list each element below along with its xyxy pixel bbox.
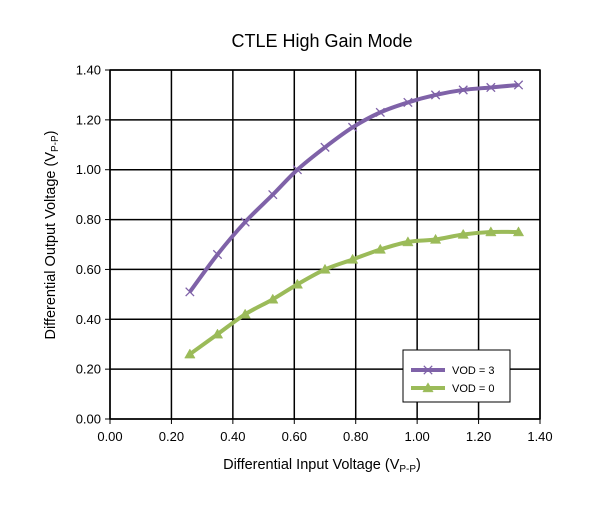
data-point-triangle-marker — [291, 278, 303, 289]
data-point-triangle-marker — [429, 233, 442, 244]
data-point-triangle-marker — [485, 226, 497, 237]
data-point-x-marker — [403, 97, 413, 108]
y-tick-label: 0.80 — [76, 212, 101, 227]
y-tick-label: 0.20 — [76, 362, 101, 377]
data-point-x-marker — [212, 249, 223, 260]
data-point-x-marker — [292, 165, 303, 175]
y-axis-ticks: 0.00 0.20 0.40 0.60 0.80 1.00 1.20 1.40 — [76, 63, 110, 427]
x-axis-label-subscript: P-P — [399, 464, 416, 475]
x-axis-label-main: Differential Input Voltage (V — [223, 457, 400, 473]
data-point-x-marker — [347, 122, 358, 132]
x-tick-label: 0.40 — [220, 429, 245, 444]
x-tick-label: 1.00 — [404, 429, 429, 444]
data-point-x-marker — [375, 107, 385, 118]
x-tick-label: 1.20 — [466, 429, 491, 444]
y-tick-label: 0.60 — [76, 262, 101, 277]
data-point-x-marker — [320, 142, 330, 152]
x-tick-label: 0.20 — [159, 429, 184, 444]
x-tick-label: 0.80 — [343, 429, 368, 444]
y-tick-label: 1.40 — [76, 63, 101, 78]
y-tick-label: 0.00 — [76, 412, 101, 427]
series-2 — [184, 226, 525, 359]
y-axis-label-main: Differential Output Voltage (V — [43, 152, 59, 340]
data-point-x-marker — [458, 85, 468, 95]
y-tick-label: 1.20 — [76, 112, 101, 127]
series-1 — [185, 80, 524, 297]
data-point-triangle-marker — [319, 263, 331, 274]
legend: VOD = 3 VOD = 0 — [402, 349, 511, 403]
data-point-x-marker — [513, 80, 524, 90]
data-point-triangle-marker — [239, 308, 251, 319]
x-tick-label: 0.00 — [97, 429, 122, 444]
data-point-triangle-marker — [402, 236, 414, 247]
plot-area — [109, 69, 541, 420]
legend-label: VOD = 3 — [452, 365, 495, 377]
data-point-x-marker — [486, 82, 496, 93]
data-point-triangle-marker — [211, 328, 224, 339]
data-point-triangle-marker — [347, 253, 359, 264]
data-point-x-marker — [240, 217, 250, 227]
x-axis-label: Differential Input Voltage (VP-P) — [223, 457, 421, 475]
legend-entry: VOD = 0 — [411, 382, 495, 395]
chart-title: CTLE High Gain Mode — [231, 31, 412, 51]
legend-entry: VOD = 3 — [411, 365, 495, 377]
data-point-x-marker — [430, 90, 441, 100]
data-point-x-marker — [185, 287, 195, 297]
x-tick-label: 1.40 — [527, 429, 552, 444]
series-layer — [184, 80, 525, 359]
data-point-x-marker — [268, 189, 278, 200]
y-axis-label: Differential Output Voltage (VP-P) — [43, 130, 61, 339]
legend-label: VOD = 0 — [452, 383, 495, 395]
data-point-triangle-marker — [422, 382, 434, 393]
y-tick-label: 1.00 — [76, 162, 101, 177]
data-point-triangle-marker — [457, 228, 469, 239]
data-point-triangle-marker — [184, 348, 196, 359]
y-tick-label: 0.40 — [76, 312, 101, 327]
data-point-triangle-marker — [374, 243, 386, 254]
data-point-x-marker — [423, 365, 433, 375]
x-tick-label: 0.60 — [282, 429, 307, 444]
data-point-triangle-marker — [512, 226, 525, 237]
y-axis-label-tail: ) — [43, 130, 59, 135]
data-point-triangle-marker — [267, 293, 279, 304]
legend-box — [402, 349, 511, 403]
y-axis-label-subscript: P-P — [50, 135, 61, 152]
series-line — [188, 229, 519, 356]
x-axis-ticks: 0.00 0.20 0.40 0.60 0.80 1.00 1.20 1.40 — [97, 419, 553, 444]
x-axis-label-tail: ) — [416, 457, 421, 473]
